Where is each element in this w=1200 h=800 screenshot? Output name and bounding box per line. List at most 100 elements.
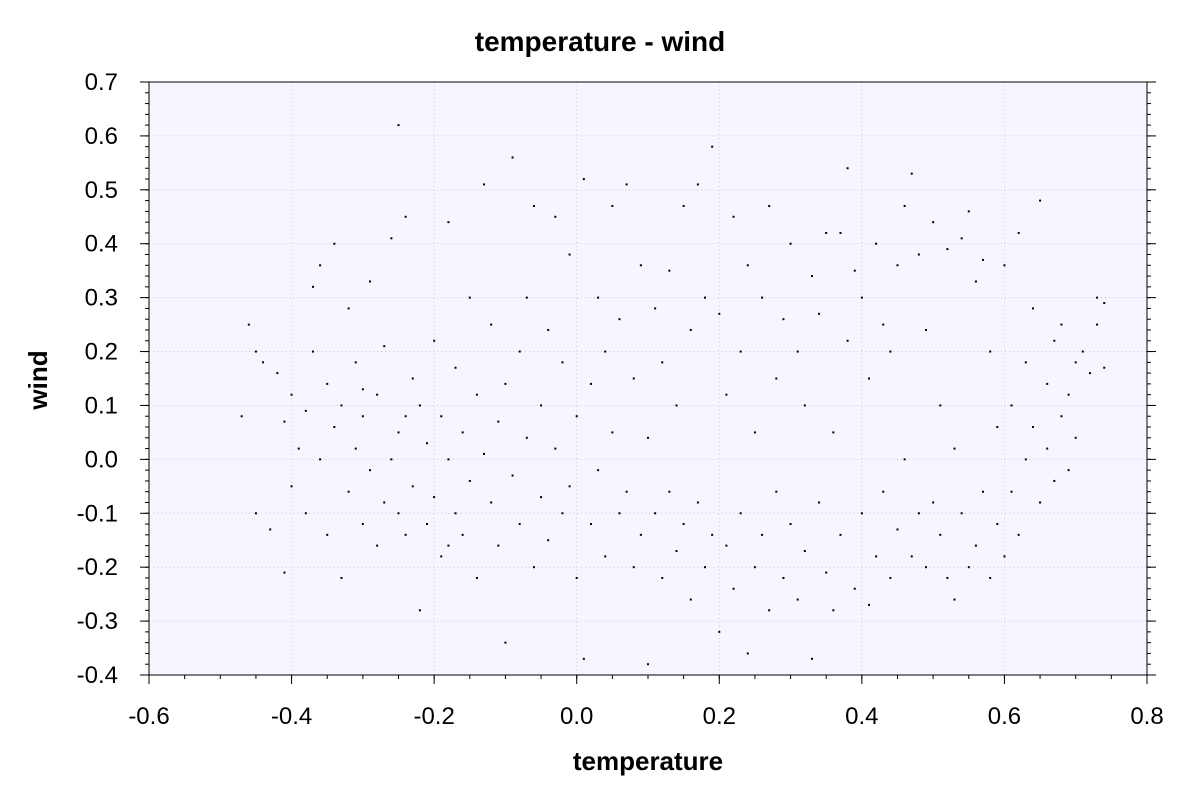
data-point xyxy=(568,253,571,256)
data-point xyxy=(582,178,585,181)
data-point xyxy=(461,533,464,536)
data-point xyxy=(561,361,564,364)
y-axis-title: wind xyxy=(23,350,53,410)
data-point xyxy=(818,501,821,504)
data-point xyxy=(333,242,336,245)
data-point xyxy=(1088,372,1091,375)
data-point xyxy=(354,447,357,450)
data-point xyxy=(974,280,977,283)
data-point xyxy=(632,566,635,569)
data-point xyxy=(319,458,322,461)
data-point xyxy=(525,436,528,439)
data-point xyxy=(547,539,550,542)
data-point xyxy=(1053,339,1056,342)
data-point xyxy=(447,221,450,224)
data-point xyxy=(974,544,977,547)
data-point xyxy=(825,231,828,234)
data-point xyxy=(818,312,821,315)
data-point xyxy=(889,350,892,353)
x-tick-label: -0.2 xyxy=(413,703,454,730)
data-point xyxy=(511,474,514,477)
data-point xyxy=(454,366,457,369)
data-point xyxy=(447,458,450,461)
x-tick-label: 0.2 xyxy=(703,703,736,730)
data-point xyxy=(839,231,842,234)
data-point xyxy=(383,501,386,504)
data-point xyxy=(1096,323,1099,326)
data-point xyxy=(718,630,721,633)
data-point xyxy=(554,447,557,450)
data-point xyxy=(618,512,621,515)
data-point xyxy=(917,253,920,256)
data-point xyxy=(433,496,436,499)
data-point xyxy=(290,393,293,396)
data-point xyxy=(1046,447,1049,450)
data-point xyxy=(917,512,920,515)
data-point xyxy=(1017,231,1020,234)
data-point xyxy=(946,576,949,579)
data-point xyxy=(418,609,421,612)
data-point xyxy=(753,431,756,434)
data-point xyxy=(326,533,329,536)
data-point xyxy=(960,237,963,240)
data-point xyxy=(832,609,835,612)
data-point xyxy=(739,350,742,353)
data-point xyxy=(397,431,400,434)
data-point xyxy=(589,382,592,385)
data-point xyxy=(597,296,600,299)
data-point xyxy=(582,657,585,660)
data-point xyxy=(675,550,678,553)
data-point xyxy=(639,533,642,536)
data-point xyxy=(711,533,714,536)
data-point xyxy=(832,431,835,434)
x-tick-label: 0.6 xyxy=(988,703,1021,730)
y-tick-label: -0.1 xyxy=(77,500,118,527)
data-point xyxy=(925,328,928,331)
data-point xyxy=(1010,404,1013,407)
data-point xyxy=(561,512,564,515)
data-point xyxy=(810,275,813,278)
data-point xyxy=(376,393,379,396)
data-point xyxy=(875,242,878,245)
data-point xyxy=(518,523,521,526)
data-point xyxy=(903,204,906,207)
data-point xyxy=(910,172,913,175)
data-point xyxy=(568,485,571,488)
data-point xyxy=(411,485,414,488)
data-point xyxy=(326,382,329,385)
data-point xyxy=(254,512,257,515)
data-point xyxy=(354,361,357,364)
data-point xyxy=(397,512,400,515)
data-point xyxy=(575,576,578,579)
data-point xyxy=(411,377,414,380)
data-point xyxy=(404,215,407,218)
data-point xyxy=(782,318,785,321)
data-point xyxy=(982,490,985,493)
data-point xyxy=(426,523,429,526)
data-point xyxy=(1003,264,1006,267)
data-point xyxy=(953,447,956,450)
data-point xyxy=(1067,469,1070,472)
data-point xyxy=(746,652,749,655)
data-point xyxy=(1003,555,1006,558)
data-point xyxy=(860,512,863,515)
data-point xyxy=(903,458,906,461)
data-point xyxy=(875,555,878,558)
data-point xyxy=(711,145,714,148)
data-point xyxy=(967,210,970,213)
data-point xyxy=(1024,361,1027,364)
y-tick-label: 0.2 xyxy=(85,339,118,366)
data-point xyxy=(504,641,507,644)
data-point xyxy=(611,431,614,434)
data-point xyxy=(668,269,671,272)
data-point xyxy=(483,183,486,186)
data-point xyxy=(654,307,657,310)
data-point xyxy=(689,598,692,601)
axis-ticks xyxy=(140,81,1156,684)
data-point xyxy=(604,350,607,353)
x-axis-title: temperature xyxy=(573,746,723,776)
data-point xyxy=(532,566,535,569)
data-point xyxy=(803,550,806,553)
data-point xyxy=(803,404,806,407)
data-point xyxy=(867,377,870,380)
